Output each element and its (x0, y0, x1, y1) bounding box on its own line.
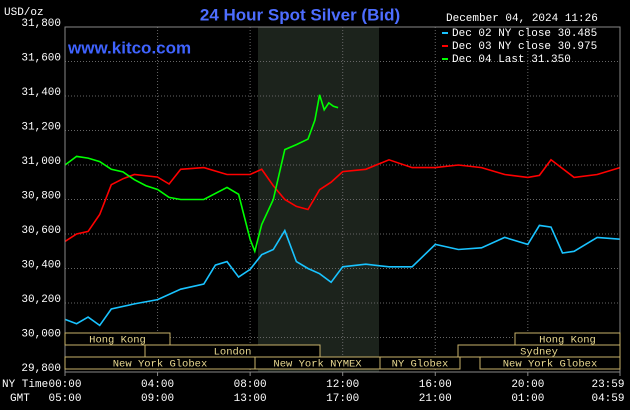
series-line (64, 224, 621, 327)
gmt-tick-label: 05:00 (48, 393, 81, 405)
series-line (64, 94, 339, 254)
gmt-tick-label: 09:00 (141, 393, 174, 405)
session-label: Hong Kong (89, 334, 146, 346)
x-tick-label: 23:59 (591, 379, 624, 391)
gmt-tick-label: 04:59 (591, 393, 624, 405)
x-tick-label: 20:00 (511, 379, 544, 391)
y-tick-label: 30,200 (21, 294, 61, 306)
session-box (64, 332, 171, 346)
x-tick-label: 16:00 (419, 379, 452, 391)
y-tick-label: 30,000 (21, 328, 61, 340)
session-label: New York Globex (113, 358, 208, 370)
gmt-tick-label: 17:00 (326, 393, 359, 405)
y-axis-label: USD/oz (4, 7, 44, 19)
lines (64, 94, 621, 327)
x-row-label: NY Time (2, 379, 48, 391)
y-tick-label: 31,200 (21, 121, 61, 133)
x-tick-label: 08:00 (234, 379, 267, 391)
session-label: Sydney (520, 346, 558, 358)
y-tick-label: 31,400 (21, 87, 61, 99)
legend-entry: Dec 03 NY close 30.975 (452, 41, 597, 53)
x-row-label: GMT (10, 393, 30, 405)
session-label: London (214, 346, 252, 358)
x-tick-label: 04:00 (141, 379, 174, 391)
session-label: New York NYMEX (273, 358, 362, 370)
y-tick-label: 29,800 (21, 363, 61, 375)
y-tick-label: 31,800 (21, 18, 61, 30)
y-tick-label: 31,000 (21, 156, 61, 168)
x-tick-label: 00:00 (48, 379, 81, 391)
session-box (379, 356, 461, 370)
y-tick-label: 30,800 (21, 190, 61, 202)
gmt-tick-label: 21:00 (419, 393, 452, 405)
gmt-tick-label: 01:00 (511, 393, 544, 405)
timestamp: December 04, 2024 11:26 (446, 13, 598, 25)
session-box (479, 356, 621, 370)
watermark: www.kitco.com (67, 38, 191, 57)
x-tick-label: 12:00 (326, 379, 359, 391)
sessions: Hong Kong London New York Globex New York N… (64, 332, 621, 370)
y-tick-label: 31,600 (21, 52, 61, 64)
gmt-tick-label: 13:00 (234, 393, 267, 405)
y-tick-label: 30,600 (21, 225, 61, 237)
chart-title: 24 Hour Spot Silver (Bid) (200, 5, 400, 24)
session-label: NY Globex (392, 358, 449, 370)
shaded-hours (258, 27, 379, 372)
session-label: Hong Kong (539, 334, 596, 346)
session-label: New York Globex (503, 358, 598, 370)
legend-entry: Dec 02 NY close 30.485 (452, 28, 597, 40)
y-tick-label: 30,400 (21, 259, 61, 271)
legend-entry: Dec 04 Last 31.350 (452, 54, 571, 66)
axes: 29,800 30,000 30,200 30,400 30,600 30,800 31,0… (21, 18, 624, 405)
